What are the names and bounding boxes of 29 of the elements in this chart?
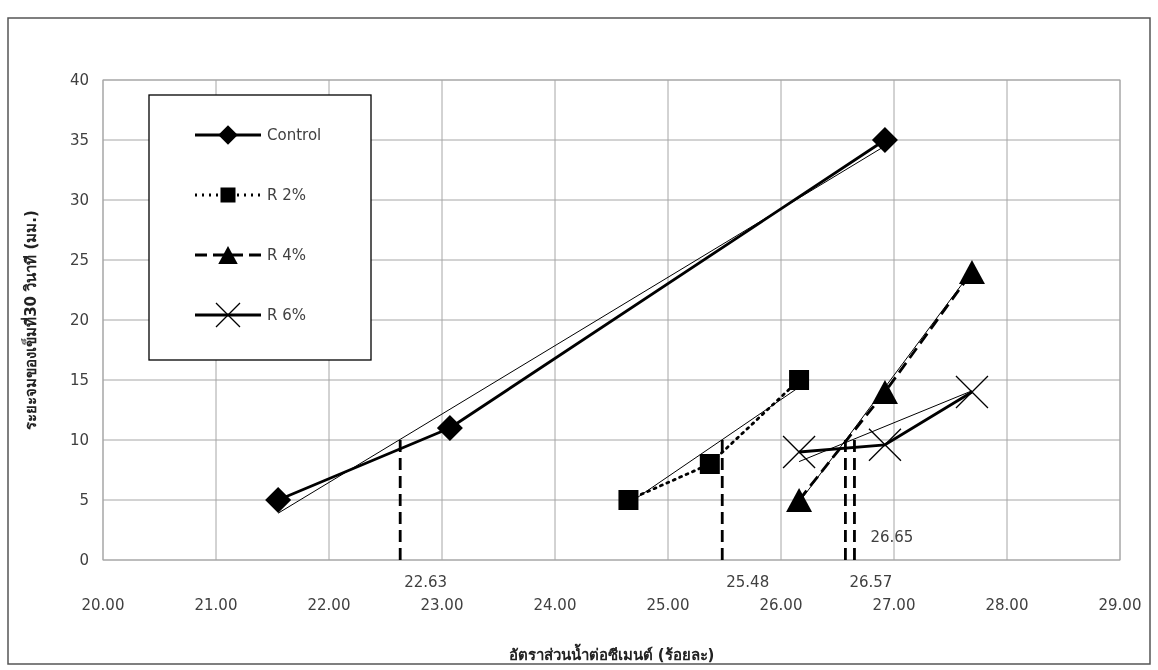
y-tick-label: 15 [69,371,89,389]
x-tick-label: 25.00 [646,596,690,614]
y-axis-title: ระยะจมของเข็มที่30 วินาที (มม.) [20,210,40,430]
y-tick-label: 10 [69,431,89,449]
y-tick-label: 5 [79,491,89,509]
y-tick-label: 20 [69,311,89,329]
y-tick-label: 30 [69,191,89,209]
legend-label: R 6% [267,306,306,324]
x-tick-label: 23.00 [420,596,464,614]
x-tick-label: 29.00 [1098,596,1142,614]
x-axis-title: อัตราส่วนน้ำต่อซีเมนต์ (ร้อยละ) [508,643,715,664]
x-tick-label: 21.00 [194,596,238,614]
y-tick-label: 0 [79,551,89,569]
y-tick-label: 25 [69,251,89,269]
x-tick-label: 22.00 [307,596,351,614]
y-tick-label: 35 [69,131,89,149]
annotation: 22.63 [404,573,448,591]
x-tick-label: 28.00 [985,596,1029,614]
x-tick-label: 26.00 [759,596,803,614]
legend-label: R 2% [267,186,306,204]
legend-label: R 4% [267,246,306,264]
annotation: 26.57 [849,573,893,591]
x-tick-label: 24.00 [533,596,577,614]
x-tick-label: 27.00 [872,596,916,614]
x-tick-label: 20.00 [81,596,125,614]
annotation: 26.65 [870,528,914,546]
annotation: 25.48 [726,573,770,591]
legend-label: Control [267,126,322,144]
y-tick-label: 40 [69,71,89,89]
